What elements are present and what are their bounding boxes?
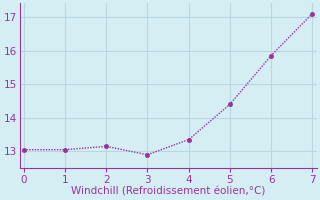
X-axis label: Windchill (Refroidissement éolien,°C): Windchill (Refroidissement éolien,°C) [71, 187, 265, 197]
